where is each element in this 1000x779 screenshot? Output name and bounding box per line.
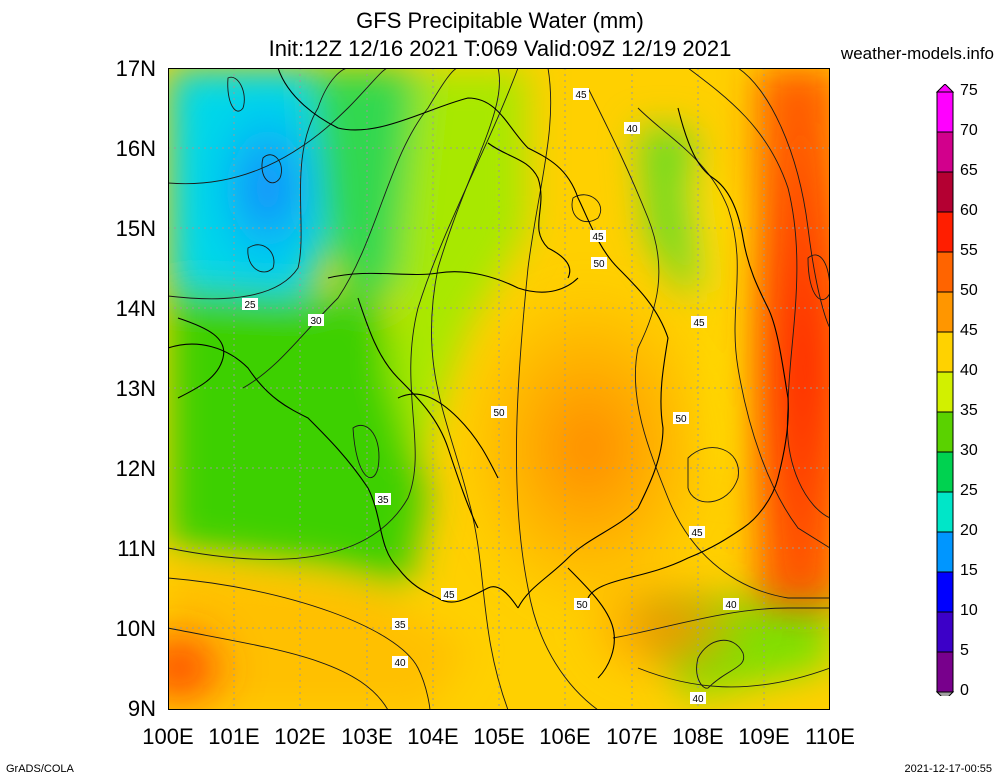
contour-labels: 45 40 45 50 45 25 30 50 50 35 45 45 35 5… (242, 88, 739, 705)
contour-label: 30 (310, 316, 322, 327)
lat-tick-10n: 10N (115, 616, 156, 641)
chart-title-line2: Init:12Z 12/16 2021 T:069 Valid:09Z 12/1… (268, 36, 732, 61)
colorbar-label: 75 (960, 82, 978, 99)
contour-label: 40 (626, 124, 638, 135)
contour-label: 45 (443, 590, 455, 601)
lon-tick-109e: 109E (738, 724, 790, 749)
field-orange-core (458, 278, 718, 618)
colorbar-band (936, 291, 954, 333)
footer-software: GrADS/COLA (6, 763, 74, 775)
colorbar-top-arrow (935, 84, 955, 93)
colorbar-label: 60 (960, 202, 978, 219)
contour-label: 40 (725, 600, 737, 611)
colorbar-label: 50 (960, 282, 978, 299)
lon-tick-106e: 106E (539, 724, 591, 749)
contour-label: 45 (575, 90, 587, 101)
colorbar-label: 45 (960, 322, 978, 339)
field-lime-band (388, 68, 528, 468)
contour-label: 35 (377, 495, 389, 506)
colorbar-label: 70 (960, 122, 978, 139)
contour-label: 40 (394, 658, 406, 669)
lat-tick-11n: 11N (117, 536, 156, 561)
map-gridlines (168, 68, 830, 710)
contour-label: 50 (493, 408, 505, 419)
colorbar-label: 40 (960, 362, 978, 379)
pw-contours (168, 68, 830, 710)
colorbar-band (936, 211, 954, 253)
coastline-borders (168, 68, 789, 679)
colorbar-band (936, 131, 954, 173)
lat-tick-16n: 16N (115, 136, 156, 161)
contour-label: 45 (691, 528, 703, 539)
contour-label: 45 (693, 318, 705, 329)
lat-tick-13n: 13N (115, 376, 156, 401)
field-red-east-strip (758, 68, 830, 608)
colorbar-label: 5 (960, 642, 969, 659)
lon-tick-110e: 110E (805, 724, 855, 749)
contour-label: 50 (593, 259, 605, 270)
colorbar-label: 20 (960, 522, 978, 539)
map-frame (168, 68, 830, 710)
lat-tick-15n: 15N (115, 216, 156, 241)
colorbar-band (936, 331, 954, 373)
colorbar-band (936, 451, 954, 493)
colorbar-label: 25 (960, 482, 978, 499)
colorbar-band (936, 611, 954, 653)
lon-tick-108e: 108E (672, 724, 724, 749)
colorbar-band (936, 571, 954, 613)
field-blue-core (198, 78, 338, 298)
colorbar-band (936, 411, 954, 453)
lon-tick-102e: 102E (274, 724, 326, 749)
lat-tick-9n: 9N (127, 696, 156, 721)
field-yellow-south-west (168, 568, 468, 710)
lon-tick-103e: 103E (341, 724, 393, 749)
colorbar-label: 0 (960, 682, 969, 699)
footer-timestamp: 2021-12-17-00:55 (904, 763, 992, 775)
lon-tick-105e: 105E (473, 724, 525, 749)
lon-tick-101e: 101E (208, 724, 260, 749)
colorbar-band (936, 171, 954, 213)
colorbar-label: 55 (960, 242, 978, 259)
colorbar-band (936, 651, 954, 693)
contour-label: 45 (592, 232, 604, 243)
contour-label: 35 (394, 620, 406, 631)
lon-tick-107e: 107E (606, 724, 658, 749)
colorbar-label: 10 (960, 602, 978, 619)
contour-label: 25 (244, 300, 256, 311)
lon-tick-100e: 100E (142, 724, 194, 749)
precipitable-water-map: 45 40 45 50 45 25 30 50 50 35 45 45 35 5… (168, 68, 830, 710)
contour-label: 50 (675, 414, 687, 425)
field-green-west (168, 288, 428, 588)
colorbar-bottom-arrow (935, 691, 955, 696)
chart-title-line1: GFS Precipitable Water (mm) (356, 8, 644, 33)
lat-tick-14n: 14N (115, 296, 156, 321)
contour-label: 40 (692, 694, 704, 705)
colorbar-band (936, 491, 954, 533)
colorbar-band (936, 251, 954, 293)
colorbar (935, 84, 955, 696)
field-orange-sw (168, 618, 238, 710)
colorbar-band (936, 91, 954, 133)
lat-tick-12n: 12N (115, 456, 156, 481)
colorbar-label: 15 (960, 562, 978, 579)
contour-label: 50 (576, 600, 588, 611)
colorbar-label: 35 (960, 402, 978, 419)
colorbar-band (936, 371, 954, 413)
colorbar-label: 30 (960, 442, 978, 459)
lat-tick-17n: 17N (115, 56, 156, 81)
lon-tick-104e: 104E (407, 724, 459, 749)
colorbar-label: 65 (960, 162, 978, 179)
site-credit: weather-models.info (840, 44, 994, 63)
colorbar-band (936, 531, 954, 573)
